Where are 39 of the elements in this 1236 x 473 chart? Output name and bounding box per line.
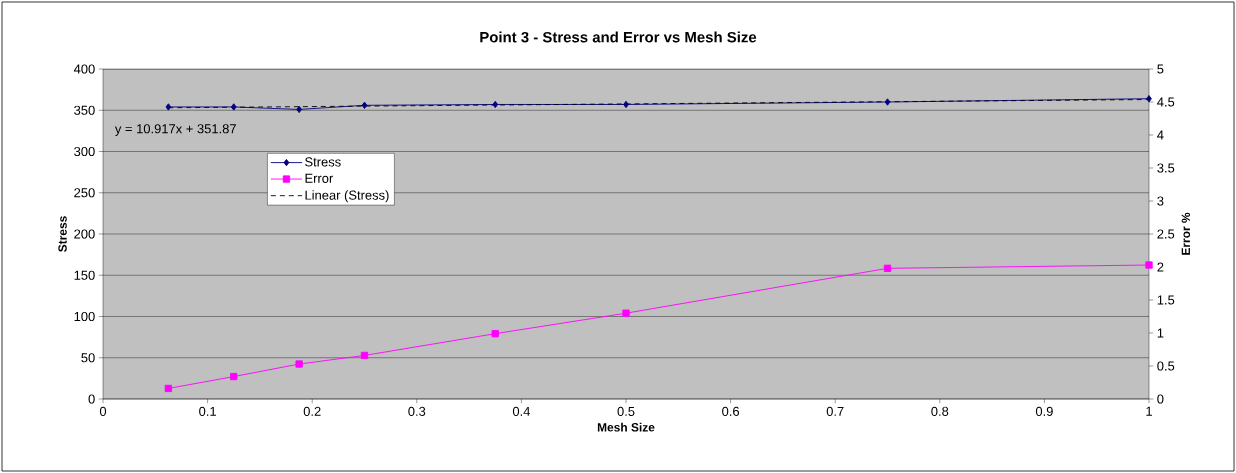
y2-tick-label: 3.5 — [1157, 163, 1175, 173]
chart-title: Point 3 - Stress and Error vs Mesh Size — [480, 31, 757, 43]
y-tick-label: 150 — [74, 270, 95, 280]
y2-tick-label: 4.5 — [1157, 97, 1175, 107]
x-tick-label: 0.6 — [722, 406, 740, 416]
legend-label: Error — [305, 173, 334, 183]
y-tick-label: 100 — [74, 311, 95, 322]
y2-tick-label: 0.5 — [1157, 361, 1175, 371]
y2-tick-label: 2.5 — [1157, 229, 1175, 239]
x-tick-label: 0.3 — [408, 406, 426, 416]
y-axis-title: Stress — [58, 216, 67, 252]
y-tick-label: 400 — [73, 64, 95, 74]
y2-tick-label: 3 — [1157, 196, 1164, 206]
y2-axis-title: Error % — [1181, 212, 1191, 255]
y-tick-label: 300 — [74, 146, 95, 157]
x-tick-label: 0.7 — [826, 406, 844, 416]
x-tick-label: 0.5 — [617, 406, 635, 416]
legend-label: Stress — [305, 157, 341, 167]
x-tick-label: 0.2 — [303, 406, 321, 416]
y2-tick-label: 0 — [1157, 394, 1164, 404]
x-tick-label: 1 — [1146, 406, 1152, 416]
y2-tick-label: 1 — [1157, 328, 1164, 338]
x-tick-label: 0 — [99, 406, 107, 416]
legend-label: Linear (Stress) — [305, 190, 389, 203]
y-tick-label: 350 — [74, 105, 95, 115]
y-tick-label: 200 — [74, 229, 95, 239]
x-tick-label: 0.9 — [1035, 406, 1053, 416]
y-tick-label: 250 — [74, 188, 95, 198]
y-tick-label: 0 — [88, 394, 95, 404]
x-axis-title: Mesh Size — [597, 422, 655, 432]
x-tick-label: 0.4 — [512, 406, 531, 416]
y2-tick-label: 2 — [1157, 262, 1164, 272]
y2-tick-label: 5 — [1157, 64, 1164, 74]
x-tick-label: 0.8 — [931, 406, 949, 416]
x-tick-label: 0.1 — [199, 406, 216, 416]
annotation: y = 10.917x + 351.87 — [114, 124, 236, 136]
y2-tick-label: 1.5 — [1157, 295, 1175, 305]
y2-tick-label: 4 — [1157, 130, 1164, 140]
y-tick-label: 50 — [81, 353, 95, 363]
